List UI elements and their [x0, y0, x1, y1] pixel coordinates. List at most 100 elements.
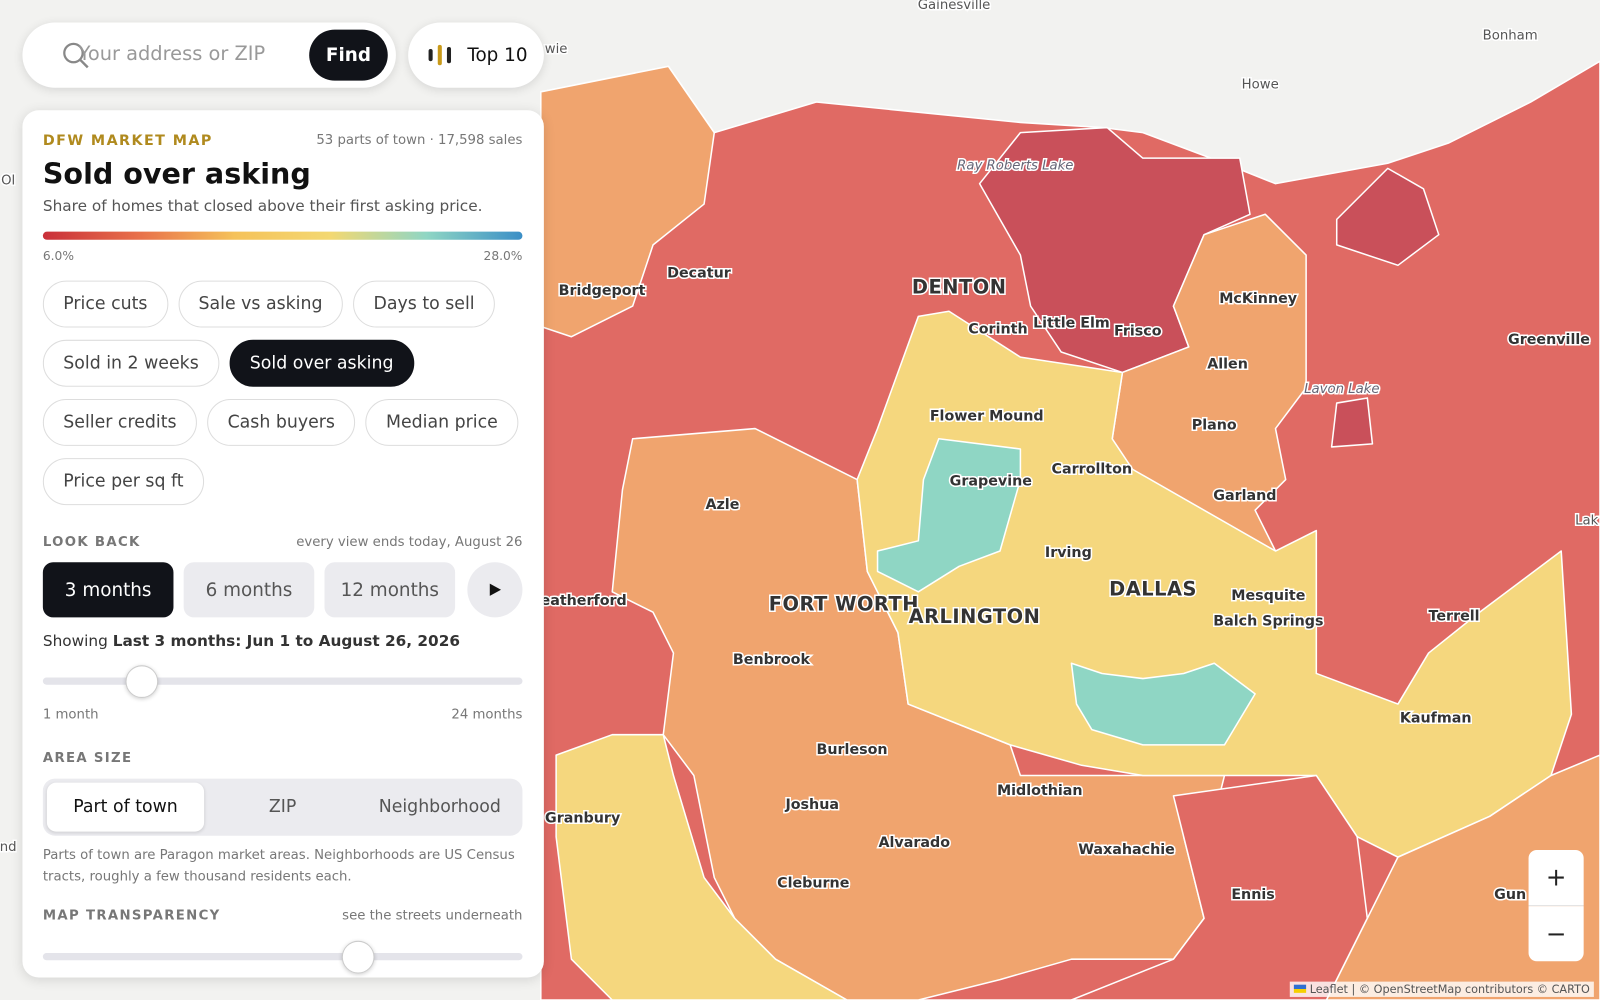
- place-label: Granbury: [545, 810, 621, 826]
- legend-bar: [42, 231, 523, 240]
- search-icon: [63, 42, 89, 69]
- slider-max: 24 months: [451, 707, 523, 723]
- lookback-option[interactable]: 6 months: [183, 562, 315, 618]
- place-label: Alvarado: [879, 835, 951, 851]
- showing-range: Last 3 months: Jun 1 to August 26, 2026: [112, 631, 461, 650]
- lookback-options: 3 months 6 months 12 months: [42, 562, 465, 618]
- eyebrow: DFW MARKET MAP: [42, 132, 213, 149]
- place-label: Benbrook: [733, 652, 811, 668]
- play-icon: [489, 583, 502, 596]
- place-label: Midlothian: [997, 783, 1083, 799]
- place-label: FORT WORTH: [769, 593, 919, 616]
- area-option[interactable]: ZIP: [268, 796, 297, 818]
- summary: 53 parts of town · 17,598 sales: [316, 132, 523, 148]
- place-label: DENTON: [912, 275, 1007, 298]
- lookback-slider[interactable]: [42, 677, 523, 685]
- place-label: Howe: [1242, 78, 1279, 93]
- panel-title: Sold over asking: [42, 157, 311, 191]
- zoom-out[interactable]: −: [1528, 906, 1584, 962]
- region: [1335, 167, 1440, 267]
- area-option[interactable]: Part of town: [46, 782, 205, 832]
- region: [555, 733, 848, 1000]
- map-labels: Gainesville Bonham Howe wie Ol Bridgeport Deca…: [0, 0, 1600, 904]
- transparency-thumb[interactable]: [341, 940, 375, 974]
- place-label: Ennis: [1231, 887, 1274, 903]
- metric-chip[interactable]: Price per sq ft: [42, 458, 205, 506]
- lookback-label: LOOK BACK: [42, 534, 141, 550]
- place-label: nd: [0, 840, 17, 855]
- play-button[interactable]: [467, 562, 523, 618]
- slider-min: 1 month: [42, 707, 99, 723]
- attribution-text: Leaflet | © OpenStreetMap contributors ©…: [1309, 982, 1590, 996]
- place-label: McKinney: [1219, 291, 1298, 307]
- area-option[interactable]: Neighborhood: [378, 796, 501, 818]
- place-label: Gun: [1494, 887, 1526, 903]
- place-label: Bonham: [1483, 29, 1538, 44]
- lookback-option[interactable]: 3 months: [42, 562, 174, 618]
- region: [1070, 662, 1256, 746]
- showing: Showing Last 3 months: Jun 1 to August 2…: [43, 632, 460, 650]
- flag: [1293, 984, 1306, 993]
- lake-label: Ray Roberts Lake: [957, 158, 1073, 173]
- panel-subtitle: Share of homes that closed above their f…: [42, 196, 483, 216]
- transparency-note: see the streets underneath: [342, 908, 523, 924]
- metric-chip[interactable]: Sale vs asking: [178, 280, 343, 328]
- control-panel: DFW MARKET MAP 53 parts of town · 17,598…: [22, 110, 544, 978]
- place-label: Flower Mound: [930, 408, 1044, 424]
- place-label: wie: [545, 42, 568, 57]
- zoom-in[interactable]: +: [1528, 849, 1584, 907]
- place-label: Garland: [1213, 488, 1276, 504]
- place-label: Carrollton: [1052, 461, 1133, 477]
- place-label: Cleburne: [777, 876, 849, 892]
- top-button[interactable]: Top 10: [408, 22, 544, 88]
- attribution: Leaflet | © OpenStreetMap contributors ©…: [1289, 981, 1594, 997]
- place-label: Decatur: [667, 265, 731, 281]
- region: [876, 438, 1022, 593]
- place-label: Frisco: [1114, 324, 1162, 340]
- place-label: Gainesville: [918, 0, 991, 13]
- find-button[interactable]: Find: [309, 29, 388, 81]
- metric-chips: Price cuts Sale vs asking Days to sell Sold…: [42, 280, 533, 518]
- top-icon: [428, 44, 452, 66]
- place-label: Mesquite: [1231, 588, 1305, 604]
- place-label: eatherford: [541, 593, 627, 609]
- place-label: Terrell: [1429, 608, 1480, 624]
- lookback-thumb[interactable]: [125, 665, 159, 698]
- metric-chip[interactable]: Sold in 2 weeks: [42, 339, 220, 387]
- place-label: Azle: [705, 497, 739, 513]
- search-box[interactable]: Your address or ZIP Find: [22, 22, 396, 88]
- place-label: Waxahachie: [1078, 842, 1175, 858]
- place-label: Irving: [1045, 545, 1092, 561]
- place-label: Joshua: [784, 797, 839, 813]
- area-note: Parts of town are Paragon market areas. …: [42, 847, 515, 885]
- area-label: AREA SIZE: [42, 751, 133, 767]
- metric-chip[interactable]: Seller credits: [42, 398, 197, 446]
- legend-max: 28.0%: [483, 248, 523, 264]
- place-label: Balch Springs: [1213, 613, 1323, 629]
- metric-chip[interactable]: Cash buyers: [207, 398, 356, 446]
- place-label: Greenville: [1508, 332, 1590, 348]
- place-label: Ol: [1, 174, 15, 189]
- lookback-note: every view ends today, August 26: [296, 534, 523, 550]
- place-label: ARLINGTON: [909, 605, 1041, 628]
- showing-prefix: Showing: [42, 631, 108, 650]
- metric-chip[interactable]: Median price: [365, 398, 519, 446]
- place-label: Allen: [1207, 356, 1248, 372]
- lookback-option[interactable]: 12 months: [324, 562, 456, 618]
- search-placeholder: Your address or ZIP: [78, 42, 266, 66]
- place-label: Grapevine: [950, 474, 1032, 490]
- transparency-slider[interactable]: [42, 953, 523, 961]
- legend-min: 6.0%: [42, 248, 74, 264]
- region: [540, 65, 716, 338]
- lake-label: Lavon Lake: [1304, 382, 1379, 397]
- region: [1330, 397, 1374, 448]
- metric-chip[interactable]: Price cuts: [42, 280, 168, 328]
- place-label: Corinth: [968, 322, 1027, 338]
- metric-chip[interactable]: Days to sell: [353, 280, 496, 328]
- place-label: Plano: [1192, 418, 1237, 434]
- metric-chip[interactable]: Sold over asking: [229, 339, 414, 387]
- area-options: Part of town ZIP Neighborhood: [42, 778, 523, 836]
